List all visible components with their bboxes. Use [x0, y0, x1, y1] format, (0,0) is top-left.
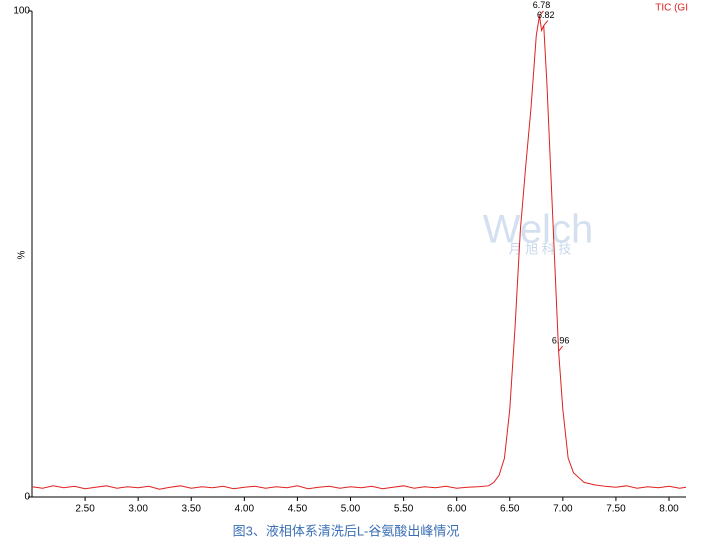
x-tick-label: 6.00: [447, 504, 467, 515]
trace: [31, 15, 687, 490]
chart-title: TIC (GI: [655, 3, 688, 14]
x-tick-label: 5.00: [341, 504, 361, 515]
peak-marker: [558, 345, 563, 352]
x-tick-label: 3.00: [128, 504, 148, 515]
y-tick-label: 100: [13, 6, 30, 17]
x-tick-label: 7.50: [606, 504, 626, 515]
x-tick-label: 8.00: [659, 504, 679, 515]
y-axis-label: %: [17, 250, 28, 259]
x-tick-label: 4.50: [288, 504, 308, 515]
x-tick-label: 7.00: [553, 504, 573, 515]
watermark: Welch: [483, 208, 593, 252]
x-tick-label: 4.00: [235, 504, 255, 515]
y-tick-label: 0: [24, 492, 30, 503]
peak-label: 6.78: [533, 0, 551, 10]
x-tick-label: 5.50: [394, 504, 414, 515]
peak-label: 6.96: [552, 336, 570, 346]
x-tick-label: 2.50: [75, 504, 95, 515]
x-tick-label: 6.50: [500, 504, 520, 515]
peak-marker: [543, 20, 549, 26]
peak-label: 6.82: [537, 10, 555, 20]
peak-marker: [539, 10, 544, 17]
x-tick-label: 3.50: [182, 504, 202, 515]
watermark-sub: 月 旭 科 技: [509, 241, 572, 256]
caption: 图3、液相体系清洗后L-谷氨酸出峰情况: [233, 523, 460, 538]
